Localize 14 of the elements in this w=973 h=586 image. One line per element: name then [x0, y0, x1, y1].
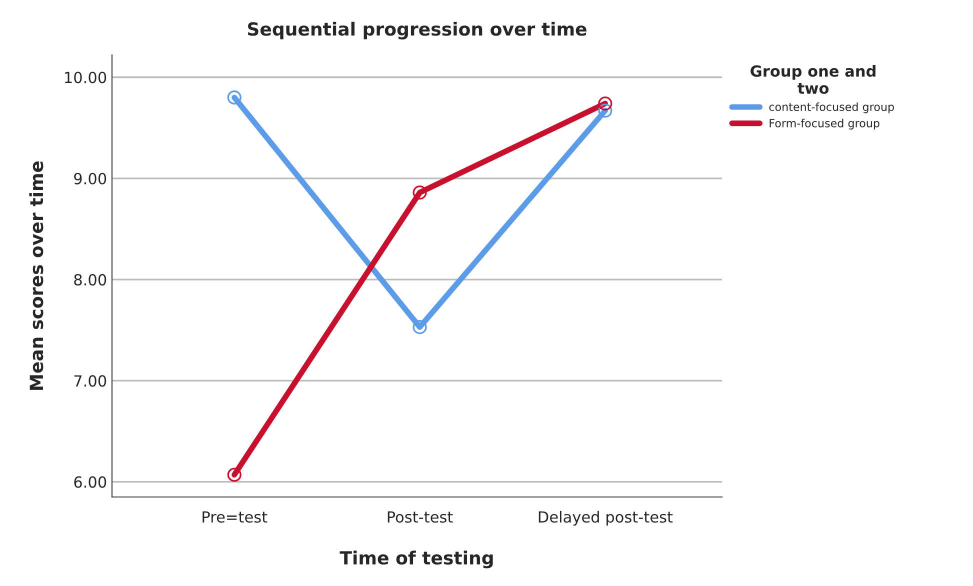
x-axis-title: Time of testing: [340, 550, 493, 568]
y-tick-label: 6.00: [74, 476, 106, 488]
x-tick-label: Delayed post-test: [538, 510, 673, 526]
y-axis-title: Mean scores over time: [29, 161, 44, 390]
legend-title: Group one and two: [750, 65, 876, 94]
x-tick-label: Post-test: [388, 511, 453, 523]
legend-label: content-focused group: [769, 102, 894, 114]
chart-title: Sequential progression over time: [248, 22, 586, 40]
y-tick-label: 7.00: [74, 375, 106, 387]
y-tick-label: 9.00: [74, 172, 106, 184]
legend-label: Form-focused group: [770, 118, 880, 130]
y-tick-label: 10.00: [65, 72, 106, 84]
x-tick-label: Pre=test: [202, 511, 268, 523]
y-tick-label: 8.00: [74, 274, 106, 286]
